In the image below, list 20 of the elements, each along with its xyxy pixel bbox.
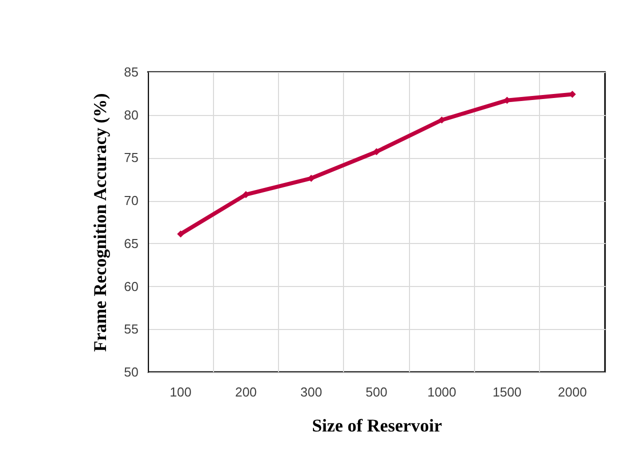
x-tick-label: 300 xyxy=(300,384,322,400)
y-tick-label: 50 xyxy=(124,364,138,380)
x-tick-label: 200 xyxy=(235,384,257,400)
x-tick-label: 2000 xyxy=(558,384,587,400)
y-tick-label: 80 xyxy=(124,107,138,122)
x-tick-label: 500 xyxy=(366,384,388,400)
y-axis-title: Frame Recognition Accuracy (%) xyxy=(90,93,110,352)
y-tick-label: 85 xyxy=(124,64,138,80)
point xyxy=(438,116,446,124)
y-tick-label: 65 xyxy=(124,236,138,251)
x-axis-title: Size of Reservoir xyxy=(312,416,442,436)
x-tick-label: 100 xyxy=(170,384,192,400)
point xyxy=(177,230,184,238)
x-tick-label: 1500 xyxy=(492,384,522,400)
y-tick-label: 55 xyxy=(124,322,138,337)
x-tick-label: 1000 xyxy=(427,384,456,400)
y-tick-label: 70 xyxy=(124,193,138,208)
y-tick-label: 75 xyxy=(124,150,138,166)
point xyxy=(372,148,380,156)
y-tick-label: 60 xyxy=(124,278,138,294)
